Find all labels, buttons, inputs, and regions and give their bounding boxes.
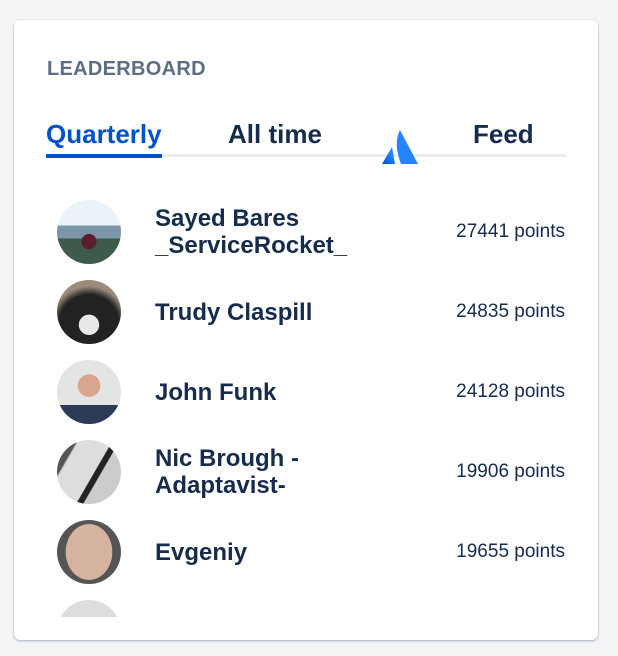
user-name[interactable]: Trudy Claspill [155, 298, 313, 326]
avatar[interactable] [57, 600, 121, 617]
tab-quarterly[interactable]: Quarterly [46, 116, 162, 158]
leaderboard-card: LEADERBOARD Quarterly All time Feed Saye… [14, 20, 598, 640]
avatar[interactable] [57, 280, 121, 344]
tab-label: All time [228, 119, 322, 149]
list-item: Nic Brough -Adaptavist- 19906 points [14, 440, 598, 520]
user-points: 24128 points [456, 381, 565, 402]
avatar[interactable] [57, 360, 121, 424]
user-name[interactable]: Nic Brough -Adaptavist- [155, 445, 299, 499]
tab-feed[interactable]: Feed [473, 116, 534, 152]
active-tab-indicator [46, 154, 162, 158]
avatar[interactable] [57, 520, 121, 584]
list-item: Trudy Claspill 24835 points [14, 280, 598, 360]
leaderboard-tabs: Quarterly All time Feed [46, 116, 566, 164]
leaderboard-title: LEADERBOARD [47, 58, 206, 80]
tab-label: Quarterly [46, 119, 162, 149]
avatar[interactable] [57, 440, 121, 504]
user-points: 24835 points [456, 301, 565, 322]
tab-all-time[interactable]: All time [228, 116, 322, 152]
user-name[interactable]: Sayed Bares _ServiceRocket_ [155, 205, 348, 259]
user-name[interactable]: Evgeniy [155, 538, 248, 566]
list-item: Evgeniy 19655 points [14, 520, 598, 600]
list-item: Sayed Bares _ServiceRocket_ 27441 points [14, 200, 598, 280]
user-points: 19655 points [456, 541, 565, 562]
list-item: John Funk 24128 points [14, 360, 598, 440]
atlassian-logo-icon[interactable] [382, 130, 418, 164]
tab-track [46, 154, 566, 157]
list-item [14, 600, 598, 617]
tab-label: Feed [473, 119, 534, 149]
avatar[interactable] [57, 200, 121, 264]
user-points: 27441 points [456, 221, 565, 242]
user-points: 19906 points [456, 461, 565, 482]
user-name[interactable]: John Funk [155, 378, 277, 406]
leaderboard-list: Sayed Bares _ServiceRocket_ 27441 points… [14, 200, 598, 617]
